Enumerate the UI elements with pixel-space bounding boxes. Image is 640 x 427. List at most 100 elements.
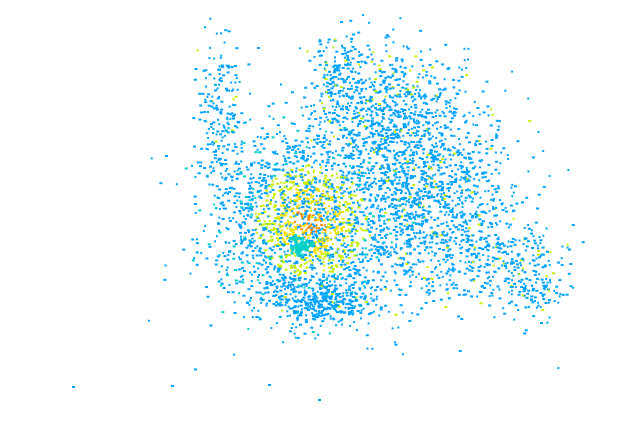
point: [333, 284, 337, 287]
point: [358, 188, 362, 191]
point: [436, 98, 439, 100]
point: [352, 248, 356, 251]
point: [292, 162, 296, 165]
point: [204, 69, 208, 72]
point: [263, 287, 267, 290]
point: [469, 175, 472, 178]
point: [303, 307, 307, 310]
point: [338, 188, 341, 191]
point: [383, 197, 387, 200]
point: [282, 278, 286, 281]
point: [278, 265, 281, 268]
point: [350, 181, 353, 183]
point: [221, 151, 224, 154]
point: [344, 205, 347, 208]
point: [479, 160, 482, 163]
point: [214, 83, 217, 86]
point: [464, 261, 467, 264]
point: [422, 205, 425, 208]
point: [439, 92, 442, 95]
point: [374, 71, 377, 74]
point: [301, 216, 304, 219]
point: [275, 290, 279, 293]
point: [302, 181, 306, 184]
point: [353, 210, 357, 213]
point: [247, 210, 250, 213]
point: [362, 191, 366, 194]
point: [379, 308, 383, 311]
point: [365, 100, 369, 102]
point: [357, 150, 361, 153]
point: [452, 270, 455, 273]
point: [371, 117, 375, 120]
point: [243, 121, 246, 124]
point: [438, 114, 442, 117]
point: [357, 269, 361, 272]
point: [362, 214, 366, 217]
point: [269, 284, 272, 287]
point: [395, 238, 399, 241]
point: [213, 157, 217, 160]
point: [496, 246, 500, 249]
point: [301, 155, 305, 157]
point: [356, 165, 360, 168]
point: [297, 198, 301, 200]
point: [344, 154, 348, 157]
point: [387, 35, 390, 38]
point: [391, 163, 394, 165]
point: [284, 254, 288, 257]
point: [331, 208, 334, 211]
point: [294, 144, 298, 147]
point: [274, 223, 276, 226]
point: [277, 217, 281, 220]
point: [359, 100, 363, 103]
point: [389, 232, 393, 235]
point: [292, 265, 296, 267]
point: [474, 216, 477, 219]
point: [307, 206, 311, 209]
point: [346, 50, 350, 53]
point: [419, 242, 423, 244]
point: [384, 191, 387, 194]
point: [415, 131, 418, 134]
point: [276, 208, 280, 211]
point: [389, 134, 393, 136]
point: [288, 276, 291, 279]
point: [253, 239, 256, 242]
point: [219, 162, 222, 165]
point: [385, 128, 388, 131]
point: [305, 266, 309, 269]
point: [370, 120, 374, 123]
point: [507, 281, 510, 284]
point: [406, 212, 409, 215]
point: [360, 117, 364, 120]
point: [485, 80, 489, 83]
point: [274, 150, 277, 153]
point: [356, 61, 360, 63]
point: [386, 163, 390, 166]
point: [286, 260, 289, 263]
point: [499, 199, 501, 201]
point: [226, 266, 229, 269]
point: [445, 254, 449, 257]
point: [478, 218, 482, 221]
point: [504, 206, 507, 209]
point: [477, 151, 481, 154]
point: [303, 215, 307, 218]
point: [395, 132, 399, 135]
point: [323, 177, 327, 180]
point: [284, 158, 287, 161]
point: [150, 157, 153, 160]
point: [537, 304, 540, 307]
point: [226, 131, 230, 134]
point: [212, 102, 215, 105]
point: [406, 146, 409, 149]
point: [294, 220, 296, 223]
point: [437, 154, 440, 157]
point: [322, 308, 325, 311]
point: [295, 188, 298, 191]
point: [291, 234, 295, 237]
point: [265, 261, 267, 264]
point: [217, 68, 221, 71]
point: [468, 244, 472, 246]
